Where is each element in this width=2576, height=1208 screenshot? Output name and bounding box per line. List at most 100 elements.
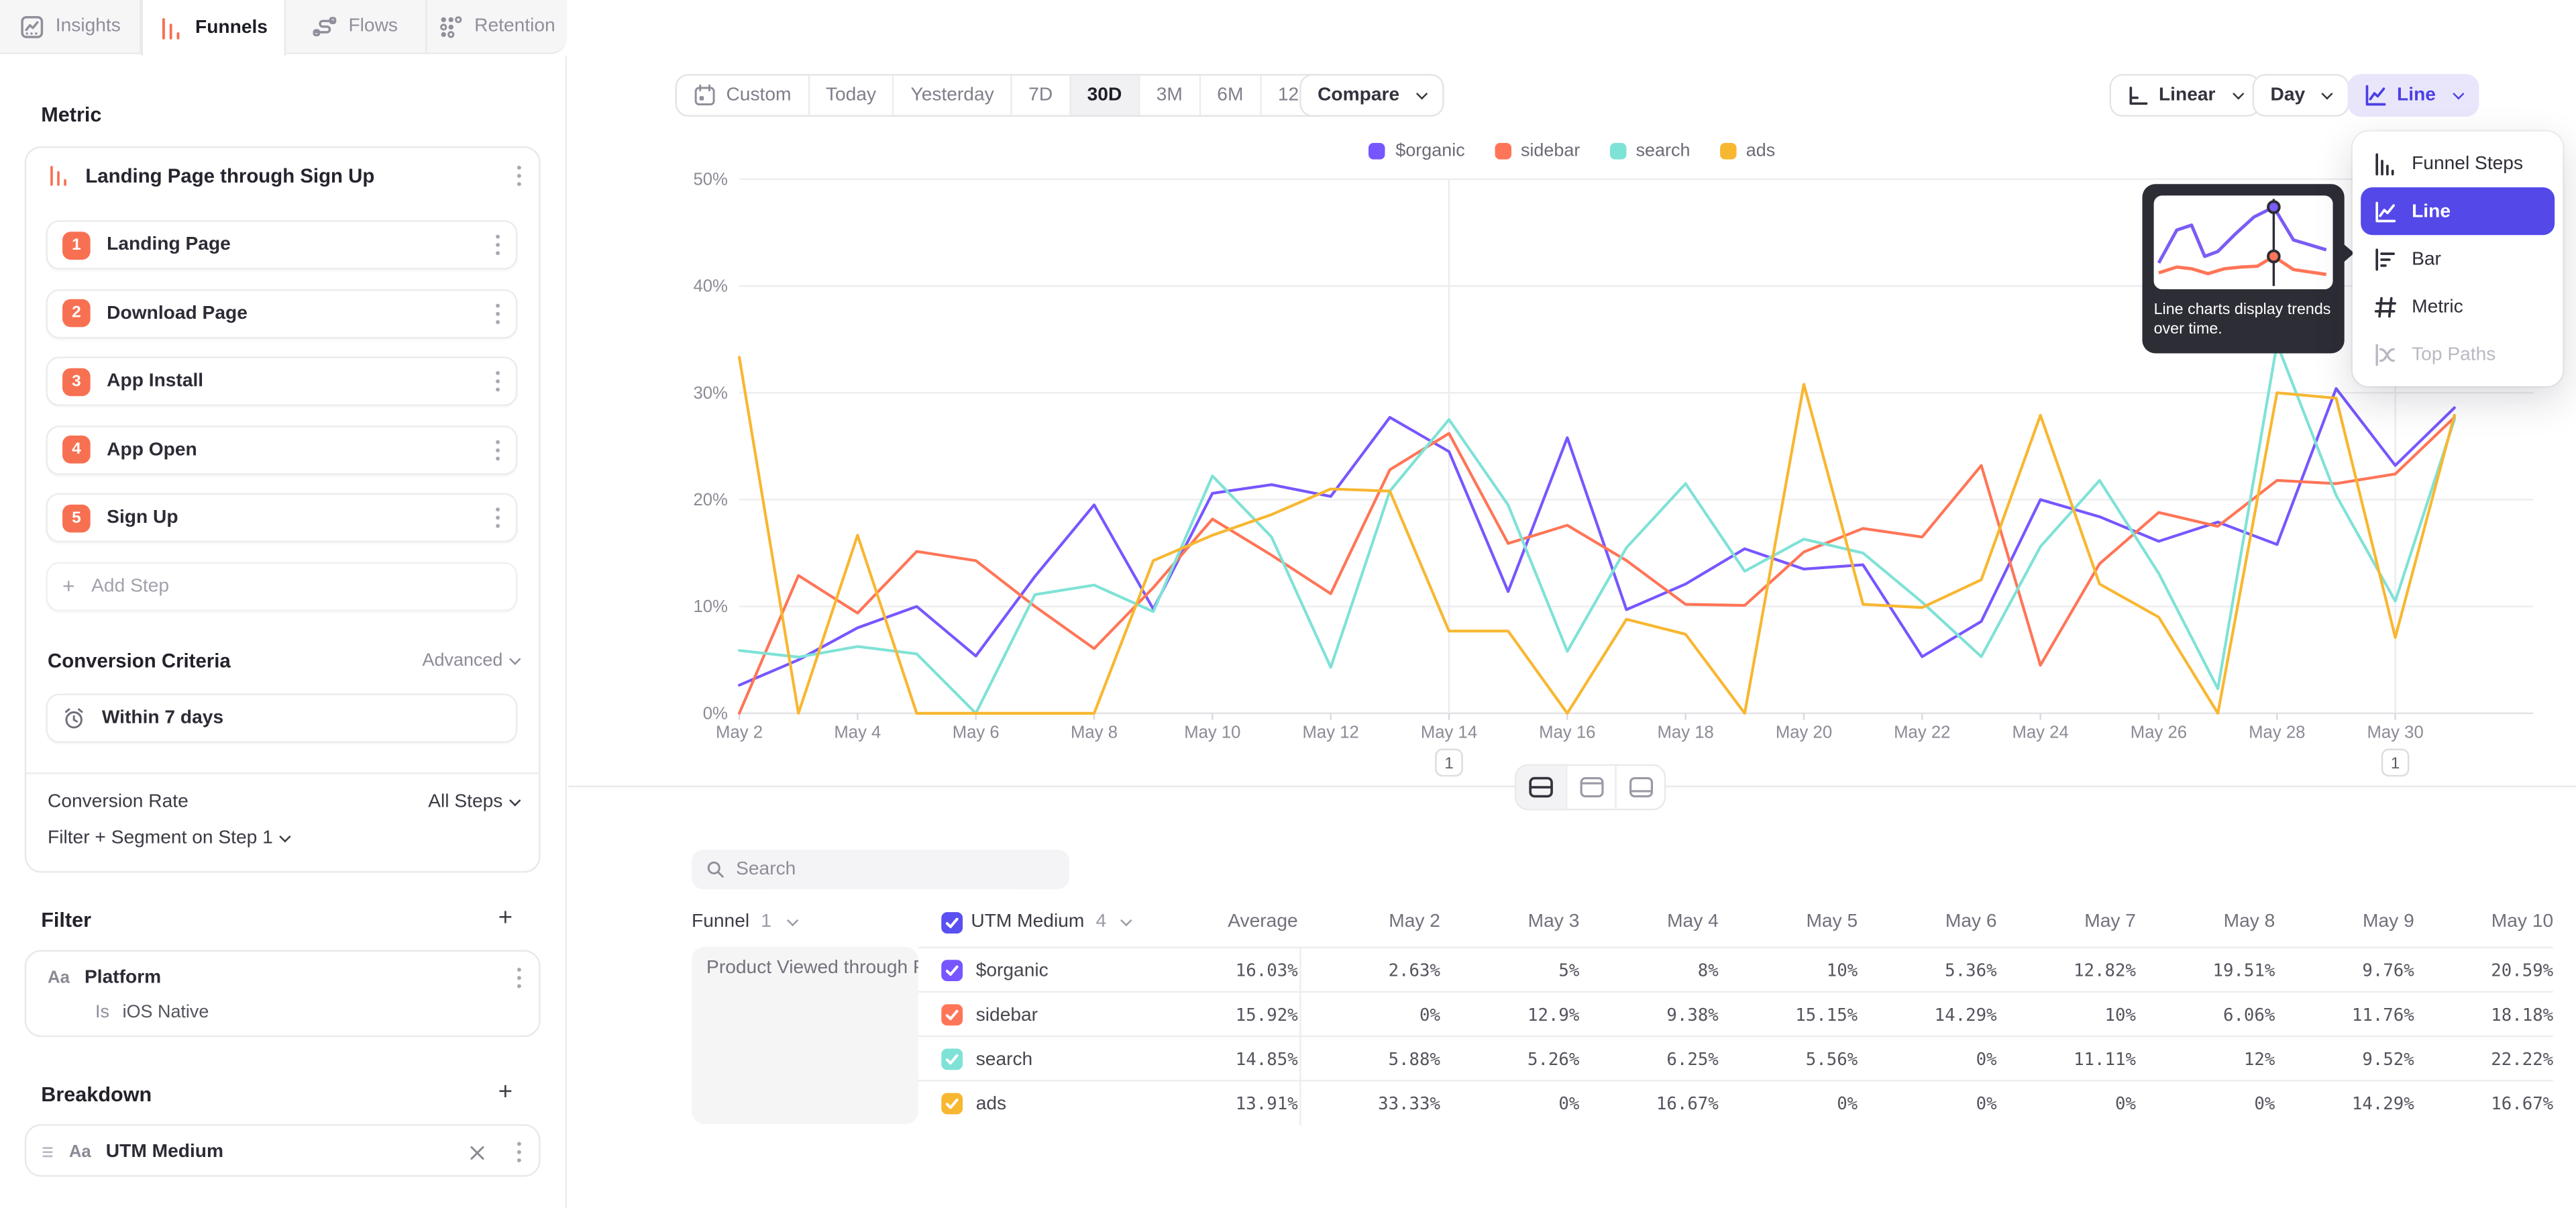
conversion-rate-scope-value: All Steps [428, 792, 502, 811]
conversion-rate-scope-dropdown[interactable]: All Steps [428, 792, 519, 811]
tab-retention[interactable]: Retention [427, 0, 567, 52]
x-axis-label: May 30 [2367, 723, 2423, 742]
funnel-step-5[interactable]: 5 Sign Up [46, 493, 518, 542]
layout-split-view-button[interactable] [1516, 766, 1565, 809]
step-label: App Install [107, 371, 203, 391]
table-row: search14.85%5.88%5.26%6.25%5.56%0%11.11%… [918, 1036, 2553, 1080]
drag-handle-icon[interactable] [41, 1146, 54, 1159]
step-kebab-icon[interactable] [494, 438, 501, 461]
day-value-cell: 6.06% [2136, 1005, 2275, 1025]
select-all-checkbox[interactable] [941, 911, 963, 933]
add-step-button[interactable]: + Add Step [46, 561, 518, 610]
x-axis-label: May 16 [1539, 723, 1595, 742]
menu-tooltip: Line charts display trends over time. [2142, 184, 2344, 352]
layout-table-only-button[interactable] [1615, 766, 1664, 809]
filter-segment-toggle[interactable]: Filter + Segment on Step 1 [48, 828, 519, 848]
search-input[interactable] [736, 860, 1055, 879]
step-kebab-icon[interactable] [494, 370, 501, 393]
advanced-dropdown[interactable]: Advanced [423, 651, 519, 670]
column-header-day: May 4 [1579, 912, 1718, 932]
add-filter-button[interactable]: + [498, 909, 513, 928]
day-value-cell: 0% [1301, 1005, 1440, 1025]
funnel-step-3[interactable]: 3 App Install [46, 356, 518, 405]
series-name-cell: sidebar [918, 1004, 1168, 1025]
calendar-icon [693, 84, 716, 107]
series-name: search [976, 1050, 1033, 1069]
plus-icon: + [62, 574, 75, 599]
filter-card: Aa Platform Is iOS Native [25, 950, 541, 1038]
series-name: $organic [976, 960, 1049, 980]
conversion-window-row[interactable]: Within 7 days [46, 693, 518, 742]
funnel-steps-icon [2374, 152, 2397, 175]
range-custom[interactable]: Custom [677, 76, 808, 115]
column-header-day: May 3 [1440, 912, 1579, 932]
table-row-group[interactable]: Product Viewed through P... [692, 947, 918, 1124]
range-6m[interactable]: 6M [1199, 76, 1260, 115]
step-number-badge: 1 [62, 231, 91, 259]
compare-button[interactable]: Compare [1299, 74, 1444, 117]
layout-chart-only-button[interactable] [1566, 766, 1615, 809]
chart-type-dropdown[interactable]: Line [2348, 74, 2479, 117]
step-kebab-icon[interactable] [494, 506, 501, 529]
day-value-cell: 5.36% [1858, 960, 1996, 980]
breakdown-heading: Breakdown [41, 1083, 152, 1106]
menu-item-bar[interactable]: Bar [2361, 235, 2555, 283]
filter-value[interactable]: iOS Native [123, 1003, 209, 1022]
filter-operator[interactable]: Is [95, 1003, 109, 1022]
filter-kebab-icon[interactable] [516, 966, 523, 989]
range-yesterday[interactable]: Yesterday [893, 76, 1011, 115]
funnel-mini-icon [48, 164, 70, 187]
breakdown-property: UTM Medium [106, 1142, 223, 1162]
step-label: Download Page [107, 303, 248, 323]
day-value-cell: 0% [1440, 1094, 1579, 1113]
range-7d[interactable]: 7D [1010, 76, 1069, 115]
series-checkbox[interactable] [941, 1004, 963, 1025]
table-search[interactable] [692, 850, 1069, 889]
step-kebab-icon[interactable] [494, 234, 501, 256]
funnel-column-dropdown[interactable]: Funnel 1 [692, 912, 918, 932]
menu-item-metric[interactable]: Metric [2361, 283, 2555, 330]
scale-label: Linear [2159, 85, 2216, 105]
funnel-step-4[interactable]: 4 App Open [46, 425, 518, 474]
range-30d[interactable]: 30D [1069, 76, 1138, 115]
breakdown-kebab-icon[interactable] [516, 1141, 523, 1164]
step-kebab-icon[interactable] [494, 301, 501, 324]
menu-item-funnel-steps[interactable]: Funnel Steps [2361, 140, 2555, 187]
menu-item-line[interactable]: Line [2361, 187, 2555, 235]
day-value-cell: 16.67% [2414, 1094, 2553, 1113]
chevron-down-icon [2232, 87, 2243, 99]
check-icon [945, 915, 959, 929]
tab-retention-label: Retention [474, 16, 555, 36]
remove-breakdown-icon[interactable] [470, 1145, 484, 1160]
granularity-dropdown[interactable]: Day [2253, 74, 2350, 117]
funnel-step-2[interactable]: 2 Download Page [46, 289, 518, 338]
breakdown-column-count: 4 [1096, 912, 1107, 932]
series-line-organic[interactable] [739, 389, 2455, 685]
add-step-label: Add Step [91, 576, 169, 595]
funnel-step-1[interactable]: 1 Landing Page [46, 220, 518, 269]
scale-dropdown[interactable]: Linear [2109, 74, 2259, 117]
series-checkbox[interactable] [941, 1093, 963, 1115]
range-label: 30D [1087, 85, 1122, 105]
breakdown-card[interactable]: Aa UTM Medium [25, 1124, 541, 1176]
column-header-average[interactable]: Average [1168, 912, 1301, 932]
series-line-ads[interactable] [739, 357, 2455, 713]
tab-funnels[interactable]: Funnels [142, 0, 285, 56]
breakdown-column-dropdown[interactable]: UTM Medium 4 [918, 911, 1168, 933]
menu-item-top-paths[interactable]: Top Paths [2361, 330, 2555, 378]
range-today[interactable]: Today [808, 76, 893, 115]
chevron-down-icon [509, 794, 521, 805]
add-breakdown-button[interactable]: + [498, 1083, 513, 1103]
day-value-cell: 0% [1719, 1094, 1858, 1113]
funnel-title-row[interactable]: Landing Page through Sign Up [48, 164, 523, 187]
range-label: 6M [1217, 85, 1243, 105]
x-axis-label: May 26 [2131, 723, 2187, 742]
range-3m[interactable]: 3M [1138, 76, 1199, 115]
series-checkbox[interactable] [941, 960, 963, 981]
funnel-kebab-icon[interactable] [516, 164, 523, 187]
filter-property[interactable]: Platform [85, 968, 161, 987]
tab-flows[interactable]: Flows [285, 0, 427, 52]
x-axis-label: May 2 [716, 723, 763, 742]
series-checkbox[interactable] [941, 1048, 963, 1070]
tab-insights[interactable]: Insights [0, 0, 142, 52]
